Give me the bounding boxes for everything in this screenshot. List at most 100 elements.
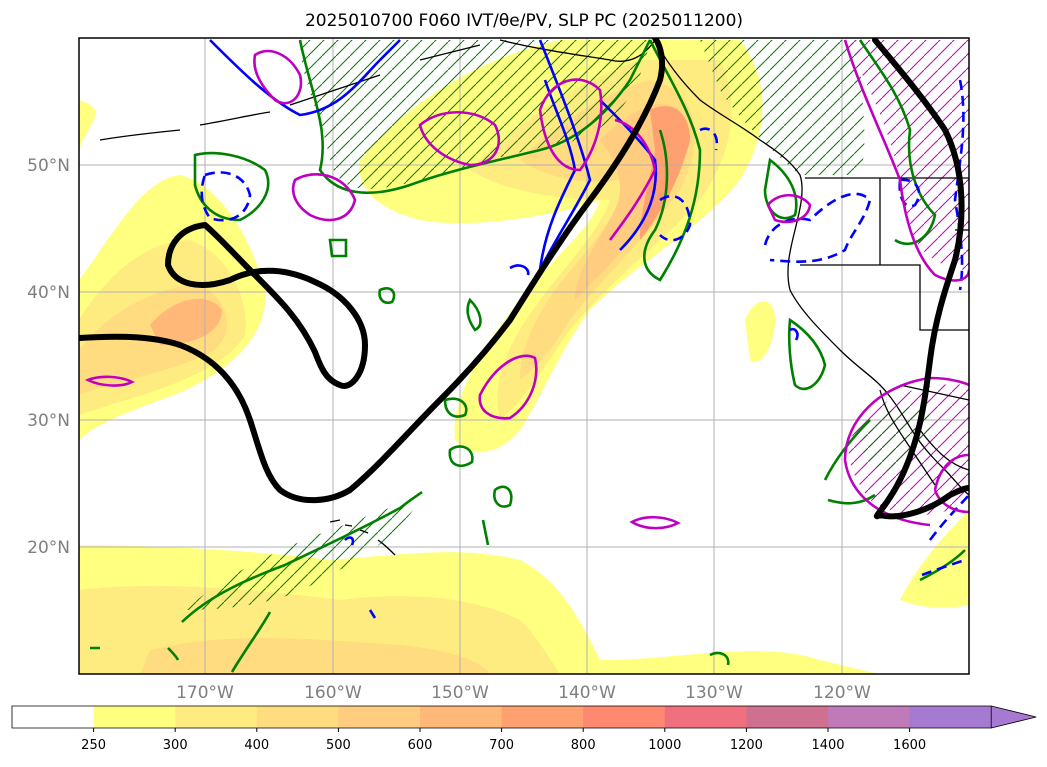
blue-contour-small-4 xyxy=(344,536,355,546)
slp-line-main xyxy=(79,38,666,504)
lon-label-170w: 170°W xyxy=(176,683,234,703)
green-contour-pacific-7 xyxy=(481,519,490,546)
green-contour-se-2 xyxy=(919,549,966,582)
slp-pc-contour xyxy=(79,38,969,520)
map-frame xyxy=(78,37,970,675)
ivt-band-600-main xyxy=(640,106,690,240)
green-contour-pacific-4 xyxy=(443,397,468,418)
blue-contour-small-2 xyxy=(509,264,530,276)
green-contour-pacific-3 xyxy=(328,238,348,258)
colorbar-tick-label-300: 300 xyxy=(163,738,188,753)
magenta-contours xyxy=(84,39,969,530)
blue-dash-pnw xyxy=(763,192,872,263)
colorbar-ticks: 250 300 400 500 600 700 800 1000 1200 1400 1600 xyxy=(81,728,926,753)
colorbar-box-9 xyxy=(746,706,829,728)
lat-label-50: 50°N xyxy=(27,156,70,176)
green-contour-south-2 xyxy=(230,611,272,673)
blue-contour-main-2 xyxy=(599,99,658,251)
coast-hawaii xyxy=(329,519,396,556)
colorbar-tick-label-800: 800 xyxy=(571,738,596,753)
colorbar-box-11 xyxy=(909,706,992,728)
map-plot-area xyxy=(79,38,969,674)
green-contour-bc xyxy=(763,157,798,220)
colorbar-box-3 xyxy=(256,706,339,728)
magenta-contour-1 xyxy=(253,49,303,105)
blue-contour-north xyxy=(209,39,401,117)
ivt-band-250-east-coast xyxy=(745,301,775,363)
green-contour-north xyxy=(298,39,652,195)
colorbar-box-5 xyxy=(420,706,503,728)
blue-contour-small-1 xyxy=(368,609,377,619)
colorbar-box-0 xyxy=(12,706,95,728)
border-states-1 xyxy=(800,264,969,331)
coastlines xyxy=(99,39,969,556)
magenta-hatch-northeast xyxy=(845,40,969,270)
lon-labels: 170°W 160°W 150°W 140°W 130°W 120°W xyxy=(176,683,871,703)
coast-north-america xyxy=(654,39,969,496)
lat-label-40: 40°N xyxy=(27,283,70,303)
blue-dash-pnw-2 xyxy=(898,178,921,208)
colorbar-box-8 xyxy=(664,706,747,728)
colorbar-box-7 xyxy=(583,706,666,728)
blue-dash-coast xyxy=(659,194,692,242)
colorbar-tick-label-600: 600 xyxy=(408,738,433,753)
colorbar-tick-label-400: 400 xyxy=(244,738,269,753)
colorbar-extend-arrow xyxy=(990,705,1037,729)
colorbar-tick-label-1200: 1200 xyxy=(730,738,763,753)
coast-mexico-mainland xyxy=(919,429,969,471)
green-contour-pacific-6 xyxy=(493,485,513,508)
blue-dash-east xyxy=(953,79,965,291)
green-hatch-northeast xyxy=(700,40,865,175)
chart-title: 2025010700 F060 IVT/θe/PV, SLP PC (20250… xyxy=(305,11,743,31)
colorbar: 250 300 400 500 600 700 800 1000 1200 1400 1600 xyxy=(11,705,1037,753)
colorbar-tick-label-250: 250 xyxy=(81,738,106,753)
green-contour-se-3 xyxy=(709,651,730,666)
colorbar-box-2 xyxy=(175,706,258,728)
theta-e-contours xyxy=(90,39,966,673)
lat-labels: 20°N 30°N 40°N 50°N xyxy=(27,156,70,558)
magenta-contour-10 xyxy=(843,39,969,282)
green-contour-northwest xyxy=(193,151,270,222)
blue-dash-southeast xyxy=(921,494,969,577)
magenta-contour-12 xyxy=(933,453,969,514)
colorbar-tick-label-1000: 1000 xyxy=(648,738,681,753)
colorbar-tick-label-700: 700 xyxy=(489,738,514,753)
magenta-contour-6 xyxy=(478,354,538,420)
border-us-mexico xyxy=(899,384,969,401)
colorbar-boxes xyxy=(11,705,1037,729)
colorbar-tick-label-1600: 1600 xyxy=(893,738,926,753)
slp-line-loop xyxy=(164,222,369,389)
colorbar-box-1 xyxy=(93,706,176,728)
colorbar-box-10 xyxy=(828,706,911,728)
magenta-contour-5 xyxy=(608,118,657,241)
lon-label-120w: 120°W xyxy=(813,683,871,703)
green-contour-east xyxy=(858,39,937,246)
slp-line-east xyxy=(872,38,969,520)
lat-label-20: 20°N xyxy=(27,538,70,558)
magenta-contour-2 xyxy=(418,110,501,167)
green-contour-south xyxy=(181,490,423,623)
colorbar-box-4 xyxy=(338,706,421,728)
colorbar-tick-label-500: 500 xyxy=(326,738,351,753)
magenta-contour-4 xyxy=(538,78,603,172)
lon-label-160w: 160°W xyxy=(304,683,362,703)
magenta-contour-8 xyxy=(629,515,681,530)
magenta-contour-3 xyxy=(291,173,357,222)
green-contour-pacific-2 xyxy=(378,287,396,304)
blue-dash-west xyxy=(200,171,252,222)
ivt-band-400-south xyxy=(140,638,490,674)
green-contour-coast xyxy=(643,39,702,282)
green-contour-ca xyxy=(787,317,827,391)
magenta-contour-7 xyxy=(84,375,135,387)
green-contour-se-1 xyxy=(823,419,876,505)
ivt-band-500-west xyxy=(150,298,222,345)
pv-contours xyxy=(200,39,969,619)
colorbar-box-6 xyxy=(501,706,584,728)
magenta-contour-9 xyxy=(766,193,812,224)
blue-dash-coast-2 xyxy=(699,127,719,151)
coast-baja xyxy=(879,389,936,486)
ivt-band-250-north xyxy=(79,100,96,150)
magenta-contour-11 xyxy=(843,376,969,527)
lat-label-30: 30°N xyxy=(27,411,70,431)
